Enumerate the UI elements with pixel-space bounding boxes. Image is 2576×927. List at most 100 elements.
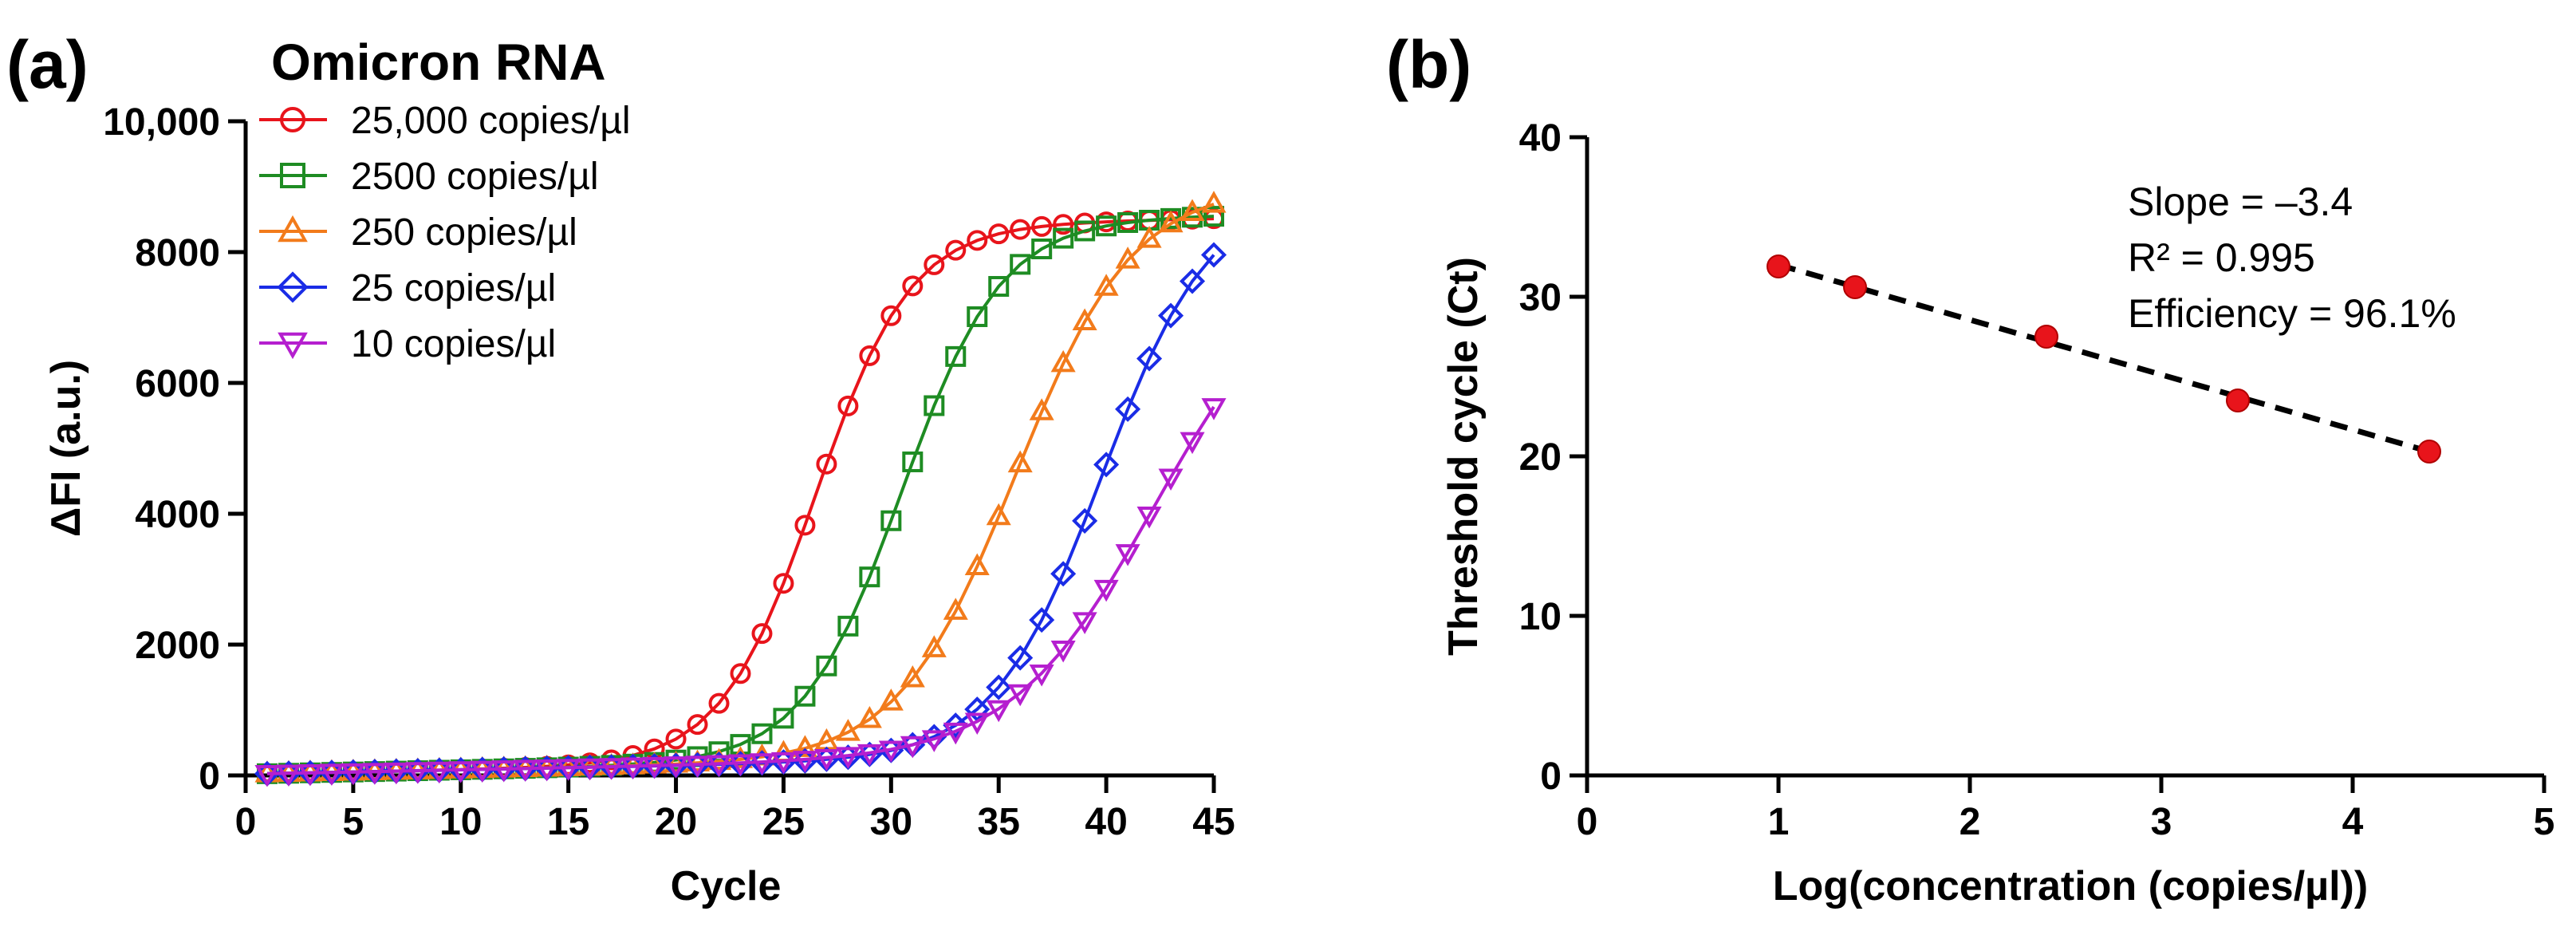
data-point [792,735,817,757]
data-point [1074,220,1096,242]
data-point [1093,274,1119,296]
data-point [577,758,603,781]
data-point [945,239,967,261]
data-point [1053,214,1074,235]
data-point [943,598,968,620]
data-point [577,753,603,776]
x-tick-label: 0 [1577,801,1598,843]
data-point [1203,206,1224,227]
data-point [405,762,431,784]
data-point [835,747,861,769]
panel-a-legend: 25,000 copies/µl 2500 copies/µl 250 copies… [259,100,631,365]
panel-a-chart: (a) Omicron RNA 0 5 10 15 20 25 30 35 40 45 0 2000… [6,27,1235,909]
data-point [1136,507,1162,529]
data-point [1093,579,1119,602]
data-point [986,503,1011,526]
panel-b-points [1767,254,2441,464]
y-tick-label: 10,000 [103,101,220,144]
panel-b-x-axis-title: Log(concentration (copies/µl)) [1773,863,2368,909]
y-tick-label: 20 [1519,436,1562,479]
data-point [859,566,880,588]
data-point [813,749,839,771]
data-point [642,756,668,779]
x-tick-label: 5 [343,801,364,843]
data-point [1200,242,1227,268]
legend-item: 25,000 copies/µl [259,100,631,142]
data-point [470,760,495,783]
legend-marker [277,271,309,303]
data-point [773,573,794,594]
y-tick-label: 2000 [135,625,220,667]
data-point [620,757,646,780]
legend-item: 250 copies/µl [259,211,577,254]
panel-a-title: Omicron RNA [271,34,606,91]
data-point [837,395,859,416]
legend-label: 250 copies/µl [351,211,577,254]
data-point [297,763,323,787]
legend-item: 2500 copies/µl [259,156,599,198]
data-point [1010,219,1031,240]
x-tick-label: 15 [547,801,589,843]
data-point [1029,665,1054,687]
data-point [1093,452,1120,478]
data-point [857,705,882,728]
data-point [773,708,794,729]
legend-item: 25 copies/µl [259,267,556,310]
data-point [642,751,668,774]
data-point [1029,607,1055,633]
panel-b-annotation-efficiency: Efficiency = 96.1% [2128,291,2456,336]
series-5 [254,398,1227,787]
data-point [534,759,560,782]
x-tick-label: 2 [1960,801,1981,843]
data-point [794,515,816,536]
data-point [967,306,988,327]
legend-label: 10 copies/µl [351,323,556,365]
legend-label: 25 copies/µl [351,267,556,310]
data-point [964,712,990,736]
y-tick-label: 4000 [135,494,220,536]
data-point [988,275,1010,297]
data-point [1007,450,1033,473]
data-point [448,761,474,783]
data-point [1767,254,1790,278]
data-point [921,730,947,752]
data-point [664,750,689,773]
x-tick-label: 30 [870,801,912,843]
panel-a-series [254,191,1227,787]
data-point [1050,349,1076,373]
data-point [2034,325,2058,349]
data-point [900,736,925,759]
data-point [664,756,689,779]
x-tick-label: 3 [2151,801,2172,843]
data-point [792,751,817,773]
x-tick-label: 35 [978,801,1020,843]
data-point [427,761,452,784]
panel-a-x-ticks: 0 5 10 15 20 25 30 35 40 45 [235,775,1235,843]
data-point [620,752,646,775]
data-point [857,744,882,767]
data-point [835,719,861,741]
data-point [1158,302,1184,329]
data-point [902,451,924,472]
data-point [945,345,967,367]
y-tick-label: 6000 [135,363,220,405]
panel-b-label: (b) [1386,27,1471,102]
x-tick-label: 5 [2534,801,2555,843]
data-point [816,453,837,475]
x-tick-label: 4 [2342,801,2364,843]
data-point [1053,227,1074,249]
x-tick-label: 25 [762,801,805,843]
data-point [1072,308,1097,330]
data-point [902,275,924,297]
data-point [1007,684,1033,707]
panel-a-label: (a) [6,27,89,102]
data-point [1843,275,1867,299]
data-point [1136,226,1162,248]
y-tick-label: 8000 [135,232,220,274]
panel-a-y-ticks: 0 2000 4000 6000 8000 10,000 [103,101,246,798]
x-tick-label: 45 [1192,801,1235,843]
data-point [1031,215,1053,237]
data-point [2226,389,2250,412]
x-tick-label: 20 [655,801,697,843]
legend-marker [278,332,308,360]
